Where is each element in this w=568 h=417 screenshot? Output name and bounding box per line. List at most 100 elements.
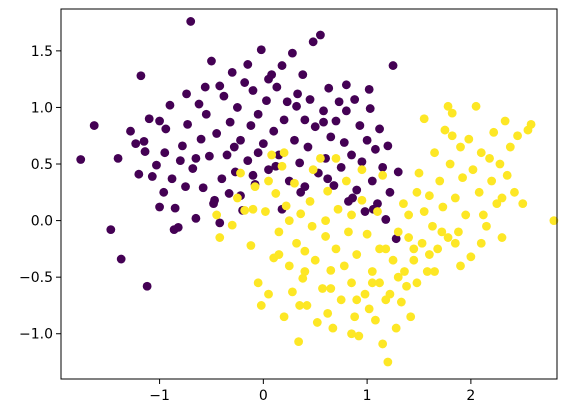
y-tick-label: 0.0 [31, 214, 53, 230]
data-point [186, 17, 196, 26]
data-point [258, 139, 268, 149]
data-point [300, 267, 310, 276]
data-point [375, 124, 384, 134]
data-point [378, 163, 388, 172]
data-point [433, 244, 443, 254]
data-point [428, 221, 437, 231]
data-point [250, 182, 260, 192]
data-point [264, 176, 273, 186]
data-point [391, 323, 401, 333]
data-point [307, 221, 317, 231]
data-point [219, 91, 229, 101]
data-point [404, 233, 414, 242]
x-tick-label: 1 [363, 388, 372, 404]
data-point [492, 199, 502, 209]
data-point [262, 96, 271, 106]
data-point [243, 60, 253, 69]
data-point [400, 267, 409, 276]
data-point [271, 189, 281, 198]
data-point [419, 207, 429, 216]
data-point [76, 155, 86, 164]
data-point [510, 187, 519, 197]
data-point [253, 148, 263, 158]
data-point [284, 216, 294, 225]
data-point [352, 250, 362, 259]
data-point [288, 287, 297, 297]
data-point [417, 238, 427, 248]
data-point [334, 97, 344, 107]
data-point [347, 278, 356, 288]
data-point [227, 220, 237, 230]
data-point [300, 182, 310, 192]
data-point [360, 289, 370, 299]
data-point [339, 138, 349, 147]
plot-frame [60, 8, 558, 380]
data-point [505, 142, 515, 152]
data-point [450, 193, 460, 203]
data-point [293, 89, 302, 99]
x-tick-label: 0 [259, 388, 268, 404]
data-point [365, 104, 375, 113]
data-point [296, 209, 306, 219]
data-point [147, 172, 157, 181]
data-point [243, 156, 253, 166]
data-point [388, 61, 398, 70]
data-point [331, 244, 341, 254]
data-point [412, 187, 422, 197]
data-point [526, 120, 536, 129]
data-point [305, 196, 315, 206]
data-point [341, 106, 351, 116]
data-point [305, 95, 315, 104]
data-point [233, 193, 242, 203]
data-point [279, 115, 289, 125]
data-point [264, 289, 273, 299]
data-point [294, 337, 304, 347]
data-point [321, 232, 330, 241]
data-point [329, 181, 339, 190]
data-point [140, 147, 150, 156]
data-point [381, 244, 391, 254]
data-point [357, 195, 367, 205]
data-point [227, 67, 237, 77]
data-point [471, 101, 481, 111]
data-point [300, 246, 310, 256]
data-point [341, 80, 351, 90]
data-point [267, 150, 277, 160]
data-point [352, 295, 362, 305]
data-point [298, 273, 308, 283]
data-point [445, 159, 455, 169]
data-point [430, 148, 439, 158]
data-point [240, 206, 250, 215]
data-point [385, 187, 395, 197]
data-point [224, 189, 234, 198]
data-point [371, 315, 380, 325]
data-point [447, 108, 457, 118]
data-point [200, 82, 210, 92]
data-point [461, 210, 471, 220]
data-point [333, 204, 343, 214]
data-point [165, 100, 175, 110]
data-point [316, 30, 325, 40]
data-point [175, 156, 185, 166]
data-point [308, 37, 318, 47]
data-point [443, 233, 453, 242]
data-point [367, 278, 377, 288]
data-point [233, 103, 242, 112]
data-point [303, 142, 313, 152]
data-point [476, 148, 486, 158]
data-point [357, 165, 367, 175]
data-point [341, 176, 351, 186]
data-point [422, 267, 432, 276]
data-point [347, 150, 356, 160]
data-point [454, 227, 463, 237]
data-point [319, 106, 328, 116]
data-point [155, 116, 164, 126]
data-point [478, 210, 488, 220]
data-point [326, 132, 336, 142]
data-point [438, 202, 448, 212]
data-point [497, 193, 507, 203]
data-point [367, 176, 377, 186]
data-point [518, 199, 528, 209]
data-point [364, 304, 374, 314]
data-point [466, 252, 476, 262]
